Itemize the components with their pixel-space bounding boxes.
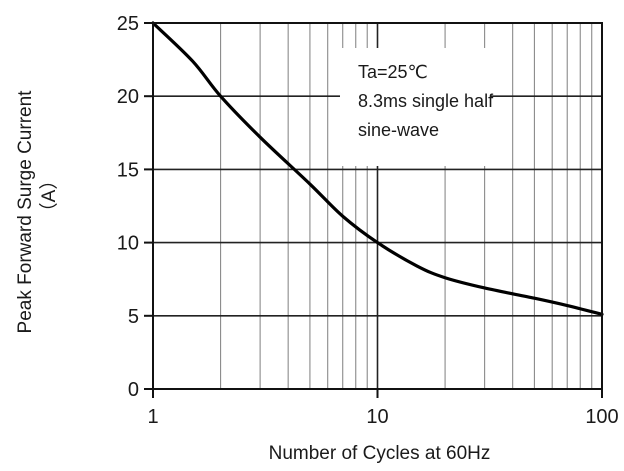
y-tick-label: 15 <box>117 159 139 181</box>
y-axis-unit-label: （A） <box>38 171 60 222</box>
y-tick-label: 10 <box>117 233 139 255</box>
y-tick-label: 0 <box>128 379 139 401</box>
x-tick-label: 10 <box>366 406 388 428</box>
y-tick-label: 20 <box>117 86 139 108</box>
y-tick-label: 5 <box>128 306 139 328</box>
x-tick-label: 100 <box>585 406 618 428</box>
y-tick-label: 25 <box>117 13 139 35</box>
x-axis-label: Number of Cycles at 60Hz <box>269 443 491 464</box>
annotation-line-1: Ta=25℃ <box>358 62 428 82</box>
annotation-line-2: 8.3ms single half <box>358 91 494 111</box>
annotation-line-3: sine-wave <box>358 120 439 140</box>
x-tick-label: 1 <box>147 406 158 428</box>
y-axis-label: Peak Forward Surge Current <box>15 90 36 334</box>
